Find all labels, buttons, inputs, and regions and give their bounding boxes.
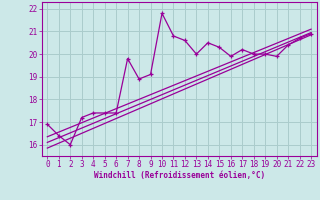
X-axis label: Windchill (Refroidissement éolien,°C): Windchill (Refroidissement éolien,°C) [94, 171, 265, 180]
